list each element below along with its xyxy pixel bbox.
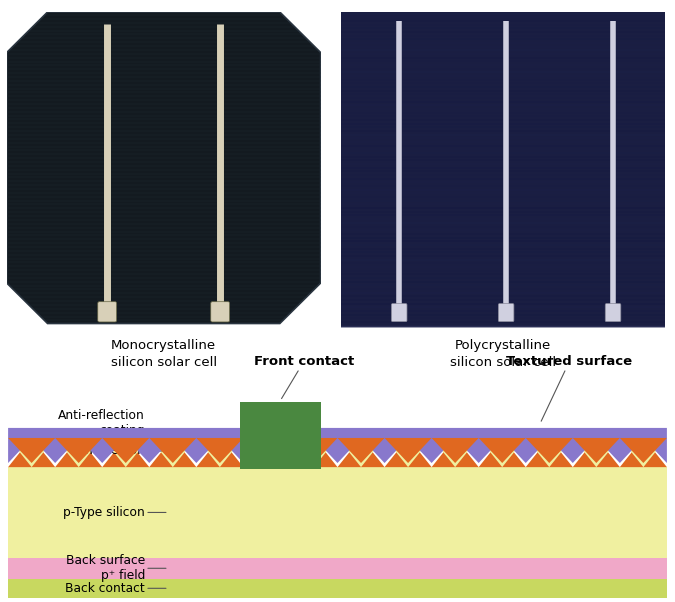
Bar <box>8 467 667 557</box>
Polygon shape <box>479 438 526 467</box>
Polygon shape <box>385 438 431 467</box>
FancyBboxPatch shape <box>392 303 407 321</box>
Polygon shape <box>338 438 385 467</box>
Polygon shape <box>290 438 338 467</box>
Polygon shape <box>55 438 102 467</box>
Polygon shape <box>620 438 667 467</box>
FancyBboxPatch shape <box>338 9 668 327</box>
Polygon shape <box>8 438 667 467</box>
Polygon shape <box>149 438 196 463</box>
Polygon shape <box>244 438 290 463</box>
Polygon shape <box>102 438 149 467</box>
Polygon shape <box>149 438 196 467</box>
Text: Textured surface: Textured surface <box>506 355 632 421</box>
Bar <box>8 579 667 598</box>
Polygon shape <box>620 438 667 463</box>
Polygon shape <box>244 438 290 467</box>
Polygon shape <box>431 438 479 463</box>
Text: p-Type silicon: p-Type silicon <box>63 506 166 519</box>
Polygon shape <box>196 438 244 463</box>
FancyBboxPatch shape <box>211 302 230 322</box>
Polygon shape <box>8 428 667 463</box>
Text: Anti-reflection
coating: Anti-reflection coating <box>58 409 166 438</box>
FancyBboxPatch shape <box>498 303 514 321</box>
FancyBboxPatch shape <box>605 303 621 321</box>
Bar <box>8 557 667 579</box>
Polygon shape <box>290 438 338 463</box>
Text: Polycrystalline
silicon solar cell: Polycrystalline silicon solar cell <box>450 339 556 369</box>
Polygon shape <box>479 438 526 463</box>
Polygon shape <box>7 12 321 323</box>
Text: Front contact: Front contact <box>254 355 354 399</box>
Bar <box>240 402 321 470</box>
FancyBboxPatch shape <box>98 302 117 322</box>
Text: n⁺ Region: n⁺ Region <box>85 444 166 458</box>
Polygon shape <box>338 438 385 463</box>
Polygon shape <box>385 438 431 463</box>
Text: Back surface
p⁺ field: Back surface p⁺ field <box>66 554 166 582</box>
Polygon shape <box>526 438 573 467</box>
Polygon shape <box>526 438 573 463</box>
Polygon shape <box>102 438 149 463</box>
Polygon shape <box>8 438 55 467</box>
Text: Monocrystalline
silicon solar cell: Monocrystalline silicon solar cell <box>111 339 217 369</box>
Polygon shape <box>431 438 479 467</box>
Polygon shape <box>8 438 55 463</box>
Polygon shape <box>196 438 244 467</box>
Polygon shape <box>55 438 102 463</box>
Polygon shape <box>573 438 620 463</box>
Text: Back contact: Back contact <box>65 582 166 595</box>
Polygon shape <box>573 438 620 467</box>
